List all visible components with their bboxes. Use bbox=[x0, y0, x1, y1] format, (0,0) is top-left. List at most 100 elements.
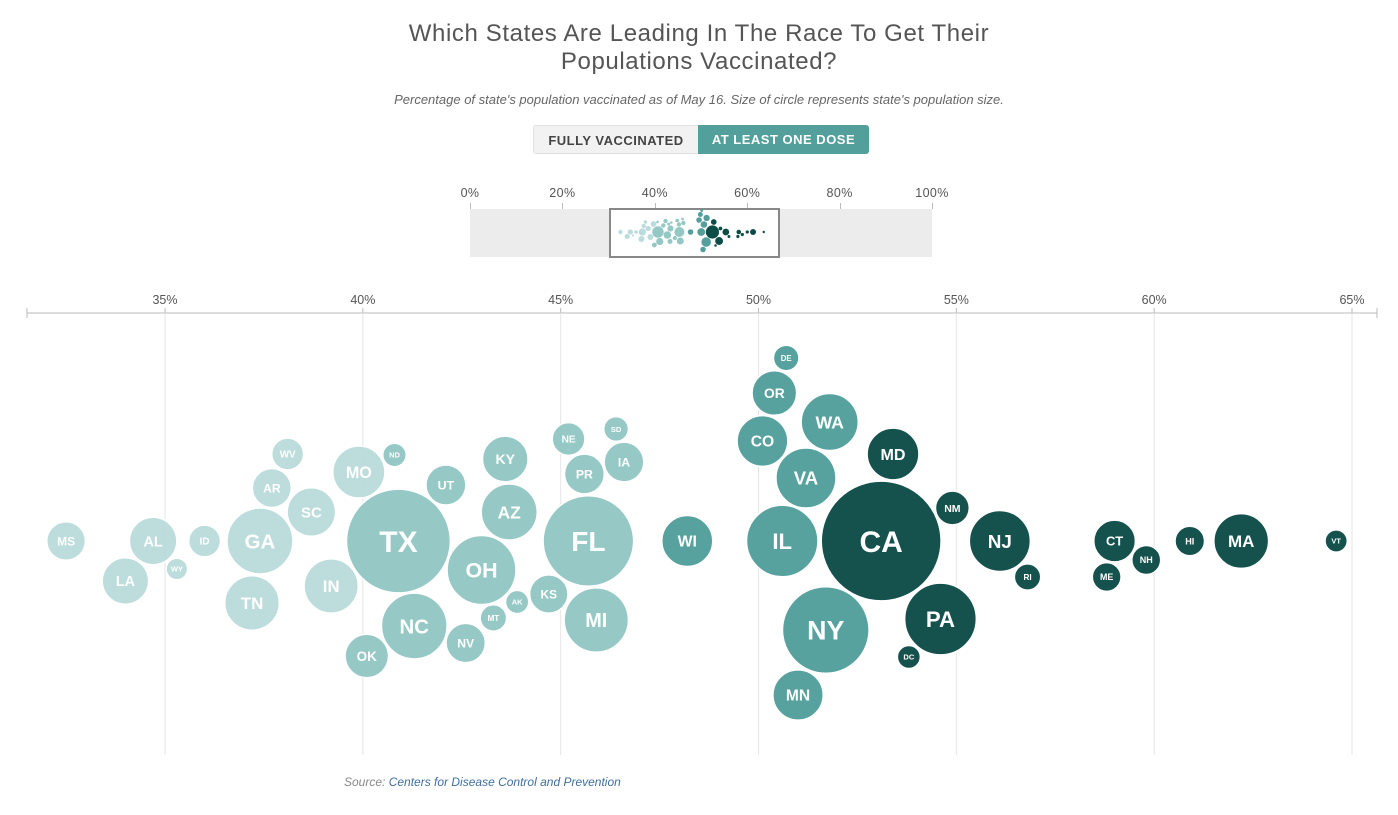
overview-dot bbox=[715, 237, 724, 245]
state-label: DC bbox=[903, 653, 914, 662]
state-label: GA bbox=[245, 531, 276, 553]
state-label: ND bbox=[389, 451, 400, 460]
state-label: VT bbox=[1331, 537, 1341, 546]
overview-dot bbox=[762, 230, 765, 234]
overview-dot bbox=[700, 209, 704, 212]
overview-dot bbox=[745, 230, 749, 234]
state-bubble bbox=[251, 467, 293, 509]
overview-dot bbox=[624, 233, 630, 240]
source-link[interactable]: Centers for Disease Control and Preventi… bbox=[388, 775, 621, 789]
state-label: AZ bbox=[498, 502, 522, 522]
x-tick-label: 65% bbox=[1339, 293, 1364, 307]
state-label: WY bbox=[171, 565, 183, 574]
overview-dot bbox=[663, 231, 672, 239]
state-label: NM bbox=[944, 503, 961, 515]
overview-dot bbox=[696, 217, 702, 223]
state-bubble bbox=[128, 516, 178, 566]
overview-tick-label: 60% bbox=[734, 186, 761, 200]
state-bubble bbox=[345, 488, 452, 594]
state-bubble bbox=[542, 494, 635, 588]
state-bubble bbox=[661, 514, 714, 568]
metric-toggle: FULLY VACCINATED AT LEAST ONE DOSE bbox=[533, 125, 869, 154]
overview-tick-mark bbox=[747, 203, 749, 209]
state-label: WI bbox=[678, 534, 697, 551]
state-label: NJ bbox=[988, 532, 1012, 553]
overview-dot bbox=[705, 225, 720, 239]
state-bubble bbox=[380, 592, 448, 660]
overview-tick-mark bbox=[839, 203, 841, 209]
x-tick-label: 50% bbox=[746, 293, 771, 307]
x-tick-label: 45% bbox=[548, 293, 573, 307]
overview-dot bbox=[631, 234, 635, 237]
at-least-one-dose-button[interactable]: AT LEAST ONE DOSE bbox=[698, 125, 869, 154]
overview-dot bbox=[656, 237, 664, 246]
overview-dot bbox=[627, 229, 633, 235]
state-label: NH bbox=[1140, 555, 1153, 565]
overview-dot bbox=[676, 237, 684, 245]
state-bubble bbox=[1213, 512, 1270, 570]
state-bubble bbox=[775, 447, 837, 509]
overview-dot bbox=[703, 214, 710, 222]
state-bubble bbox=[1093, 519, 1137, 563]
state-label: UT bbox=[438, 478, 455, 492]
state-label: AL bbox=[143, 534, 163, 550]
state-label: ME bbox=[1100, 572, 1113, 582]
state-label: OK bbox=[357, 649, 378, 664]
state-label: OR bbox=[764, 386, 785, 401]
overview-dot bbox=[700, 246, 706, 253]
overview-dot bbox=[670, 221, 673, 224]
overview-dot bbox=[638, 236, 645, 242]
state-label: ID bbox=[200, 537, 210, 548]
state-label: WA bbox=[815, 412, 844, 432]
overview-dot bbox=[675, 218, 679, 223]
overview-dot bbox=[700, 221, 708, 228]
state-label: DE bbox=[781, 354, 792, 363]
state-bubble bbox=[528, 574, 569, 614]
overview-dot bbox=[674, 227, 685, 237]
state-bubble bbox=[1131, 544, 1162, 576]
x-tick-label: 40% bbox=[350, 293, 375, 307]
state-bubble bbox=[745, 504, 819, 578]
state-bubble bbox=[187, 524, 222, 558]
overview-dot bbox=[697, 228, 706, 236]
overview-dot bbox=[656, 220, 659, 224]
state-label: MA bbox=[1228, 532, 1254, 551]
state-bubble bbox=[1324, 529, 1349, 553]
overview-tick-mark bbox=[654, 203, 656, 209]
state-label: AK bbox=[512, 598, 523, 607]
state-label: NY bbox=[807, 616, 844, 646]
state-label: AR bbox=[263, 481, 281, 495]
state-bubble bbox=[1174, 525, 1206, 557]
overview-dot bbox=[643, 220, 648, 224]
state-bubble bbox=[1013, 563, 1042, 591]
state-label: SD bbox=[611, 425, 622, 434]
overview-dot bbox=[641, 223, 646, 229]
state-label: CT bbox=[1106, 534, 1123, 549]
overview-dot bbox=[647, 234, 654, 240]
overview-dot bbox=[650, 221, 657, 227]
state-label: NV bbox=[457, 636, 475, 650]
state-label: OH bbox=[465, 559, 497, 583]
fully-vaccinated-button[interactable]: FULLY VACCINATED bbox=[533, 125, 698, 154]
state-bubble bbox=[445, 622, 487, 664]
state-bubble bbox=[479, 604, 508, 632]
state-label: KY bbox=[495, 451, 515, 467]
state-label: MT bbox=[487, 614, 499, 623]
state-bubble bbox=[896, 644, 922, 670]
state-bubble bbox=[270, 437, 305, 471]
state-bubble bbox=[751, 369, 798, 417]
state-label: WV bbox=[280, 450, 296, 461]
state-bubble bbox=[226, 507, 294, 575]
overview-dot bbox=[736, 234, 740, 239]
overview-dot bbox=[667, 222, 671, 226]
chart-title-line-2: Populations Vaccinated? bbox=[560, 48, 838, 75]
overview-dot bbox=[667, 225, 674, 232]
state-bubble bbox=[563, 587, 630, 653]
state-bubble bbox=[603, 441, 645, 483]
state-bubble bbox=[551, 421, 586, 457]
overview-dot bbox=[718, 226, 723, 231]
state-bubble bbox=[820, 480, 942, 602]
state-bubble bbox=[46, 520, 87, 562]
state-label: FL bbox=[571, 526, 605, 557]
